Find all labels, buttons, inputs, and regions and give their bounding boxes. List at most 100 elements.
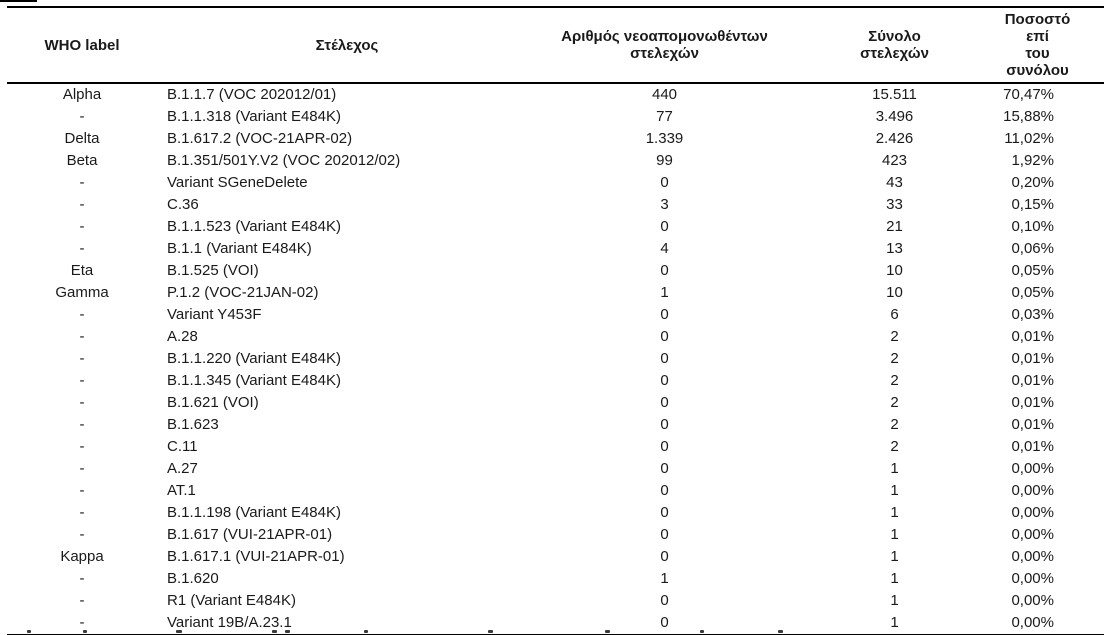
new-isolates-cell: 0 xyxy=(660,548,669,565)
column-header-total_strains: Σύνολο στελεχών xyxy=(792,7,997,84)
who-label-cell: - xyxy=(79,614,85,631)
column-header-line: Στέλεχος xyxy=(315,36,379,54)
table-row: - AT.1 0 1 0,00% xyxy=(7,480,1104,502)
strain-cell: B.1.617.1 (VUI-21APR-01) xyxy=(167,548,345,565)
column-header-line: του συνόλου xyxy=(1006,45,1069,79)
table-row: - B.1.1.198 (Variant E484K) 0 1 0,00% xyxy=(7,502,1104,524)
clipped-footnote-fragment xyxy=(272,630,277,633)
strain-cell: B.1.525 (VOI) xyxy=(167,262,259,279)
total-strains-cell: 15.511 xyxy=(872,86,917,103)
total-strains-cell: 2 xyxy=(890,350,899,367)
new-isolates-cell: 0 xyxy=(660,460,669,477)
percentage-cell: 0,10% xyxy=(1011,218,1054,235)
new-isolates-cell: 0 xyxy=(660,174,669,191)
new-isolates-cell: 1 xyxy=(660,570,669,587)
table-row: - B.1.620 1 1 0,00% xyxy=(7,568,1104,590)
column-header-line: Σύνολο xyxy=(868,28,921,45)
new-isolates-cell: 99 xyxy=(656,152,673,169)
clipped-footnote-fragment xyxy=(778,630,783,633)
who-label-cell: Alpha xyxy=(62,86,102,103)
total-strains-cell: 2 xyxy=(890,394,899,411)
table-row: - Variant Y453F 0 6 0,03% xyxy=(7,304,1104,326)
strain-cell: AT.1 xyxy=(167,482,196,499)
percentage-cell: 0,01% xyxy=(1011,394,1054,411)
strain-cell: B.1.1 (Variant E484K) xyxy=(167,240,312,257)
who-label-cell: - xyxy=(79,416,85,433)
clipped-top-line-fragment xyxy=(0,0,37,2)
percentage-cell: 0,01% xyxy=(1011,328,1054,345)
table-row: - B.1.1.523 (Variant E484K) 0 21 0,10% xyxy=(7,216,1104,238)
percentage-cell: 0,05% xyxy=(1011,262,1054,279)
total-strains-cell: 2.426 xyxy=(875,130,914,147)
who-label-cell: - xyxy=(79,174,85,191)
clipped-footnote-fragment xyxy=(285,630,290,633)
new-isolates-cell: 0 xyxy=(660,306,669,323)
percentage-cell: 0,05% xyxy=(1011,284,1054,301)
percentage-cell: 0,00% xyxy=(1011,460,1054,477)
table-row: - C.36 3 33 0,15% xyxy=(7,194,1104,216)
who-label-cell: - xyxy=(79,570,85,587)
strain-cell: B.1.1.198 (Variant E484K) xyxy=(167,504,341,521)
new-isolates-cell: 0 xyxy=(660,614,669,631)
table-row: - B.1.1.345 (Variant E484K) 0 2 0,01% xyxy=(7,370,1104,392)
percentage-cell: 0,00% xyxy=(1011,548,1054,565)
total-strains-cell: 2 xyxy=(890,328,899,345)
new-isolates-cell: 0 xyxy=(660,394,669,411)
strain-cell: Variant 19B/A.23.1 xyxy=(167,614,292,631)
percentage-cell: 1,92% xyxy=(1011,152,1054,169)
table-row: - C.11 0 2 0,01% xyxy=(7,436,1104,458)
table-header: WHO label Στέλεχος Αριθμός νεοαπομονωθέντω… xyxy=(7,7,1104,84)
table-row: - B.1.623 0 2 0,01% xyxy=(7,414,1104,436)
clipped-footnote-fragment xyxy=(27,630,31,633)
column-header-line: Ποσοστό επί xyxy=(1004,11,1071,45)
table-row: - B.1.1.220 (Variant E484K) 0 2 0,01% xyxy=(7,348,1104,370)
total-strains-cell: 1 xyxy=(890,548,899,565)
table-row: Alpha B.1.1.7 (VOC 202012/01) 440 15.511 70,… xyxy=(7,83,1104,106)
total-strains-cell: 1 xyxy=(890,504,899,521)
table-row: Gamma P.1.2 (VOC-21JAN-02) 1 10 0,05% xyxy=(7,282,1104,304)
strain-cell: Variant SGeneDelete xyxy=(167,174,308,191)
strain-cell: B.1.621 (VOI) xyxy=(167,394,259,411)
who-label-cell: Beta xyxy=(66,152,98,169)
strain-cell: B.1.351/501Y.V2 (VOC 202012/02) xyxy=(167,152,401,169)
total-strains-cell: 1 xyxy=(890,592,899,609)
total-strains-cell: 21 xyxy=(886,218,903,235)
strain-cell: A.28 xyxy=(167,328,198,345)
percentage-cell: 11,02% xyxy=(1004,130,1054,147)
new-isolates-cell: 77 xyxy=(656,108,673,125)
total-strains-cell: 13 xyxy=(886,240,903,257)
total-strains-cell: 1 xyxy=(890,614,899,631)
clipped-footnote-fragment xyxy=(83,630,87,633)
strain-cell: B.1.1.345 (Variant E484K) xyxy=(167,372,341,389)
percentage-cell: 0,00% xyxy=(1011,592,1054,609)
who-label-cell: - xyxy=(79,482,85,499)
table-row: - Variant 19B/A.23.1 0 1 0,00% xyxy=(7,612,1104,635)
who-label-cell: - xyxy=(79,306,85,323)
new-isolates-cell: 1.339 xyxy=(645,130,684,147)
table-row: - B.1.1 (Variant E484K) 4 13 0,06% xyxy=(7,238,1104,260)
percentage-cell: 0,01% xyxy=(1011,416,1054,433)
column-header-line: στελεχών xyxy=(630,45,699,62)
strain-cell: B.1.623 xyxy=(167,416,219,433)
strain-cell: B.1.1.318 (Variant E484K) xyxy=(167,108,341,125)
total-strains-cell: 33 xyxy=(886,196,903,213)
strain-cell: Variant Y453F xyxy=(167,306,262,323)
total-strains-cell: 2 xyxy=(890,372,899,389)
percentage-cell: 0,00% xyxy=(1011,614,1054,631)
percentage-cell: 0,00% xyxy=(1011,482,1054,499)
table-row: - B.1.617 (VUI-21APR-01) 0 1 0,00% xyxy=(7,524,1104,546)
strain-cell: P.1.2 (VOC-21JAN-02) xyxy=(167,284,319,301)
who-label-cell: - xyxy=(79,372,85,389)
strain-cell: B.1.617.2 (VOC-21APR-02) xyxy=(167,130,353,147)
table-row: Delta B.1.617.2 (VOC-21APR-02) 1.339 2.426 1… xyxy=(7,128,1104,150)
clipped-footnote-fragment xyxy=(176,630,182,633)
who-label-cell: - xyxy=(79,460,85,477)
percentage-cell: 0,01% xyxy=(1011,438,1054,455)
new-isolates-cell: 0 xyxy=(660,350,669,367)
column-header-strain: Στέλεχος xyxy=(157,7,537,84)
strain-cell: B.1.1.523 (Variant E484K) xyxy=(167,218,341,235)
clipped-footnote-fragment xyxy=(364,630,368,633)
strain-cell: B.1.617 (VUI-21APR-01) xyxy=(167,526,333,543)
column-header-who_label: WHO label xyxy=(7,7,157,84)
